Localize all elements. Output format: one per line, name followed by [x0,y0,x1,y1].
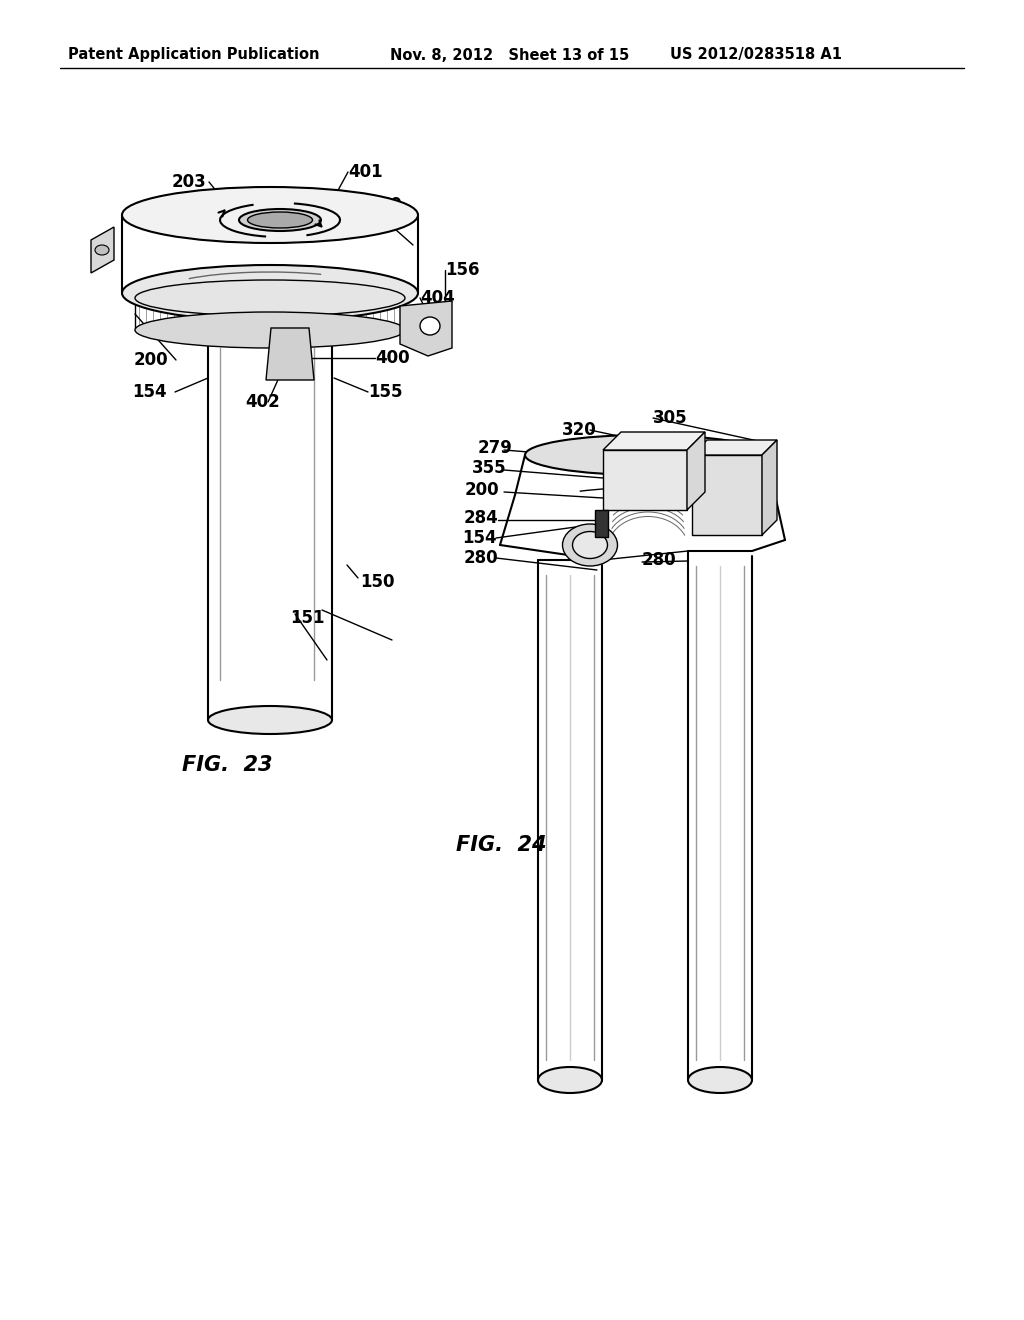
Text: 150: 150 [360,573,394,591]
Text: Nov. 8, 2012   Sheet 13 of 15: Nov. 8, 2012 Sheet 13 of 15 [390,48,630,62]
Ellipse shape [562,524,617,566]
Ellipse shape [239,209,321,231]
Text: FIG.  23: FIG. 23 [182,755,272,775]
Polygon shape [687,432,705,510]
Text: 151: 151 [290,609,325,627]
Text: FIG.  24: FIG. 24 [456,836,547,855]
Text: 320: 320 [562,421,597,440]
Ellipse shape [122,187,418,243]
Polygon shape [692,440,777,455]
Polygon shape [91,227,114,273]
Text: 270: 270 [368,195,402,214]
Polygon shape [762,440,777,535]
Polygon shape [595,510,608,537]
Polygon shape [603,450,687,510]
Polygon shape [400,301,452,356]
Text: 355: 355 [472,459,507,477]
Text: US 2012/0283518 A1: US 2012/0283518 A1 [670,48,842,62]
Ellipse shape [688,1067,752,1093]
Ellipse shape [208,706,332,734]
Text: 284: 284 [464,510,499,527]
Text: 279: 279 [478,440,513,457]
Ellipse shape [122,265,418,321]
Ellipse shape [135,312,406,348]
Text: 402: 402 [245,393,280,411]
Text: 403: 403 [362,323,396,341]
Ellipse shape [248,213,312,228]
Text: 401: 401 [348,162,383,181]
Text: 350: 350 [650,486,685,504]
Text: 154: 154 [132,383,167,401]
Text: 200: 200 [465,480,500,499]
Ellipse shape [135,280,406,315]
Text: 156: 156 [445,261,479,279]
Text: 300: 300 [657,461,691,479]
Text: 203: 203 [172,173,207,191]
Text: 404: 404 [420,289,455,308]
Text: 154: 154 [462,529,497,546]
Text: 321: 321 [660,440,694,457]
Ellipse shape [525,436,765,475]
Text: 200: 200 [134,351,169,370]
Polygon shape [603,432,705,450]
Ellipse shape [572,532,607,558]
Ellipse shape [420,317,440,335]
Text: 280: 280 [642,550,677,569]
Text: 400: 400 [375,348,410,367]
Text: Patent Application Publication: Patent Application Publication [68,48,319,62]
Polygon shape [266,327,314,380]
Text: 280: 280 [464,549,499,568]
Text: 305: 305 [653,409,688,426]
Ellipse shape [538,1067,602,1093]
Polygon shape [692,455,762,535]
Ellipse shape [95,246,109,255]
Text: 155: 155 [368,383,402,401]
